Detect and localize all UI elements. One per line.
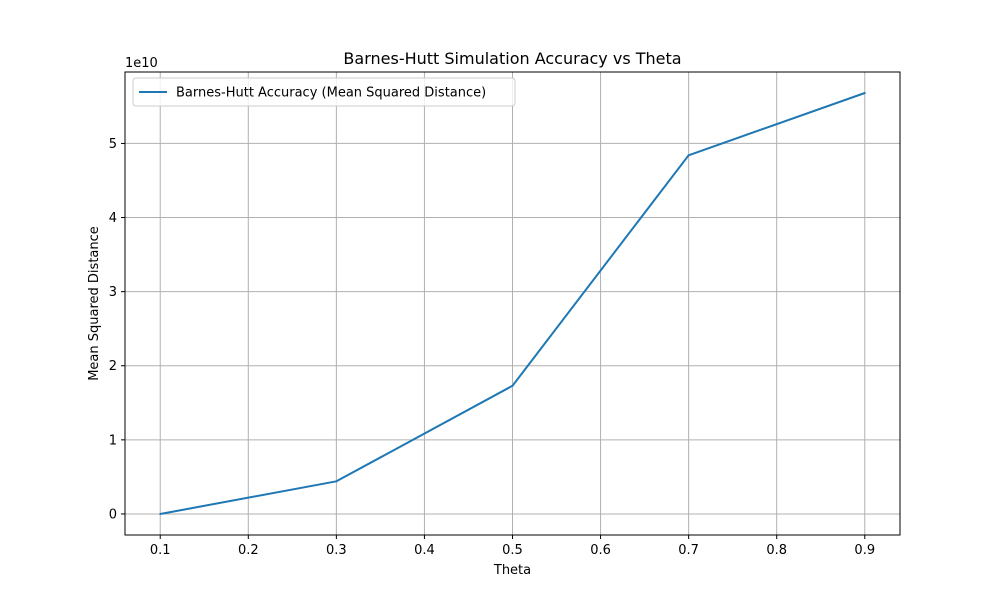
x-tick-label: 0.2 [238,543,259,558]
y-axis-offset-label: 1e10 [125,56,158,71]
x-tick-label: 0.6 [590,543,611,558]
y-tick-label: 1 [109,433,117,448]
x-tick-label: 0.4 [414,543,435,558]
y-axis-label: Mean Squared Distance [87,226,102,381]
legend-box [132,77,516,107]
data-point [335,480,338,483]
y-tick-label: 5 [109,137,117,152]
chart-title: Barnes-Hutt Simulation Accuracy vs Theta [343,49,681,68]
y-tick-label: 0 [109,507,117,522]
data-point [511,384,514,387]
y-tick-label: 3 [109,285,117,300]
x-tick-label: 0.9 [854,543,875,558]
x-tick-label: 0.8 [766,543,787,558]
data-point [687,154,690,157]
data-point [159,512,162,515]
x-axis-label: Theta [493,563,531,578]
legend: Barnes-Hutt Accuracy (Mean Squared Dista… [132,77,516,107]
data-point [863,92,866,95]
x-tick-label: 0.3 [326,543,347,558]
legend-label: Barnes-Hutt Accuracy (Mean Squared Dista… [176,86,486,101]
x-tick-label: 0.7 [678,543,699,558]
series-layer [159,92,866,515]
x-tick-label: 0.1 [150,543,171,558]
x-tick-label: 0.5 [502,543,523,558]
grid [125,72,900,535]
y-tick-label: 4 [109,211,117,226]
y-tick-label: 2 [109,359,117,374]
ticks: 0.1 0.2 0.3 0.4 0.5 0.6 0.7 0.8 0.9 0 1 2 3 4 5 [109,137,875,558]
